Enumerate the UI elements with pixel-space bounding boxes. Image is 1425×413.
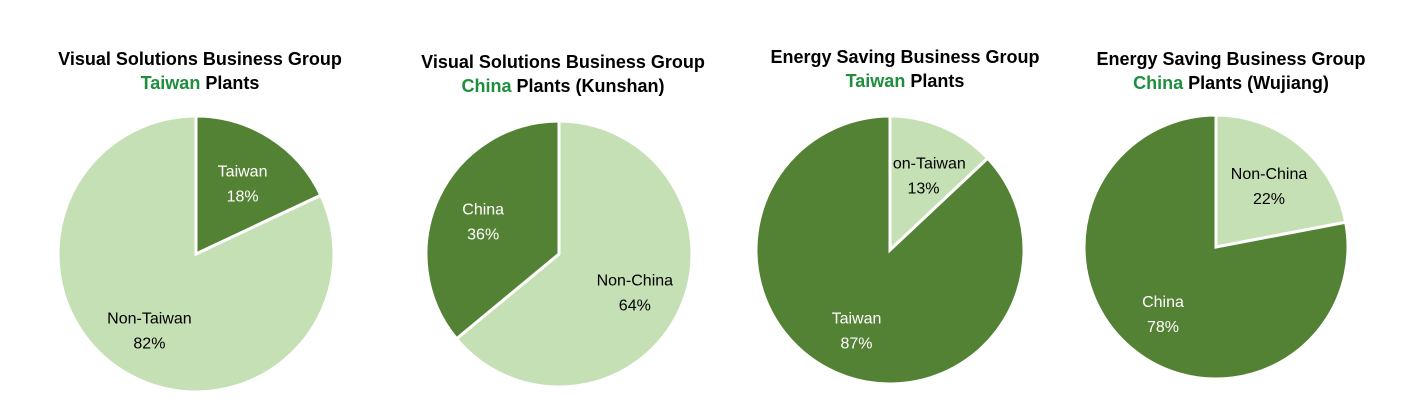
pie-3-slice-taiwan [754,114,1026,386]
chart-title-2-line1: Visual Solutions Business Group [421,52,705,72]
pie-1-value-non-taiwan: 82% [133,335,165,352]
pie-4-slice-non-china [1214,113,1348,249]
pie-4-label-china: China [1142,294,1184,311]
pie-3-label-taiwan: Taiwan [832,310,882,327]
chart-title-4: Energy Saving Business Group China Plant… [1096,47,1365,95]
pie-2-value-non-china: 64% [619,298,651,315]
pie-1-label-taiwan: Taiwan [218,164,268,181]
chart-title-4-line1: Energy Saving Business Group [1096,49,1366,69]
pie-chart-2: Non-China 64% China 36% [424,119,694,389]
pie-1-label-non-taiwan: Non-Taiwan [107,310,191,327]
pie-chart-1: Taiwan 18% Non-Taiwan 82% [56,114,336,394]
pie-chart-4: Non-China 22% China 78% [1082,113,1350,381]
pie-2-slice-china [424,119,561,341]
pie-3-slice-non-taiwan [888,114,990,254]
pie-2-label-china: China [462,201,504,218]
chart-title-1-line2: Taiwan Plants [58,71,342,95]
chart-title-1-line1: Visual Solutions Business Group [58,49,342,69]
pie-1-slice-non-taiwan [56,114,336,394]
pie-3-value-taiwan: 87% [840,335,872,352]
chart-title-4-highlight: China [1133,73,1184,93]
pie-2-label-non-china: Non-China [597,273,674,290]
pie-1-value-taiwan: 18% [227,189,259,206]
chart-title-1: Visual Solutions Business Group Taiwan P… [58,47,342,95]
pie-4-value-china: 78% [1147,319,1179,336]
chart-title-1-rest: Plants [200,73,260,93]
pie-3-value-non-taiwan: 13% [908,181,940,198]
pie-2-value-china: 36% [467,226,499,243]
chart-title-4-line2: China Plants (Wujiang) [1096,71,1365,95]
chart-title-3-line1: Energy Saving Business Group [770,47,1040,67]
pie-4-value-non-china: 22% [1253,191,1285,208]
chart-title-3-rest: Plants [905,71,965,91]
pie-4-label-non-china: Non-China [1231,166,1308,183]
chart-title-2-rest: Plants (Kunshan) [511,76,665,96]
chart-title-3-highlight: Taiwan [845,71,906,91]
chart-title-2: Visual Solutions Business Group China Pl… [421,50,705,98]
chart-title-4-rest: Plants (Wujiang) [1183,73,1329,93]
pie-chart-3: Non-Taiwan 13% Taiwan 87% [754,114,1026,386]
pie-4-slice-china [1082,113,1350,381]
pie-2-slice-non-china [454,119,694,389]
chart-title-2-line2: China Plants (Kunshan) [421,74,705,98]
chart-title-2-highlight: China [461,76,512,96]
pie-1-slice-taiwan [194,114,323,257]
pie-3-label-non-taiwan: Non-Taiwan [881,156,965,173]
chart-title-1-highlight: Taiwan [140,73,201,93]
chart-title-3-line2: Taiwan Plants [770,69,1039,93]
chart-title-3: Energy Saving Business Group Taiwan Plan… [770,45,1039,93]
